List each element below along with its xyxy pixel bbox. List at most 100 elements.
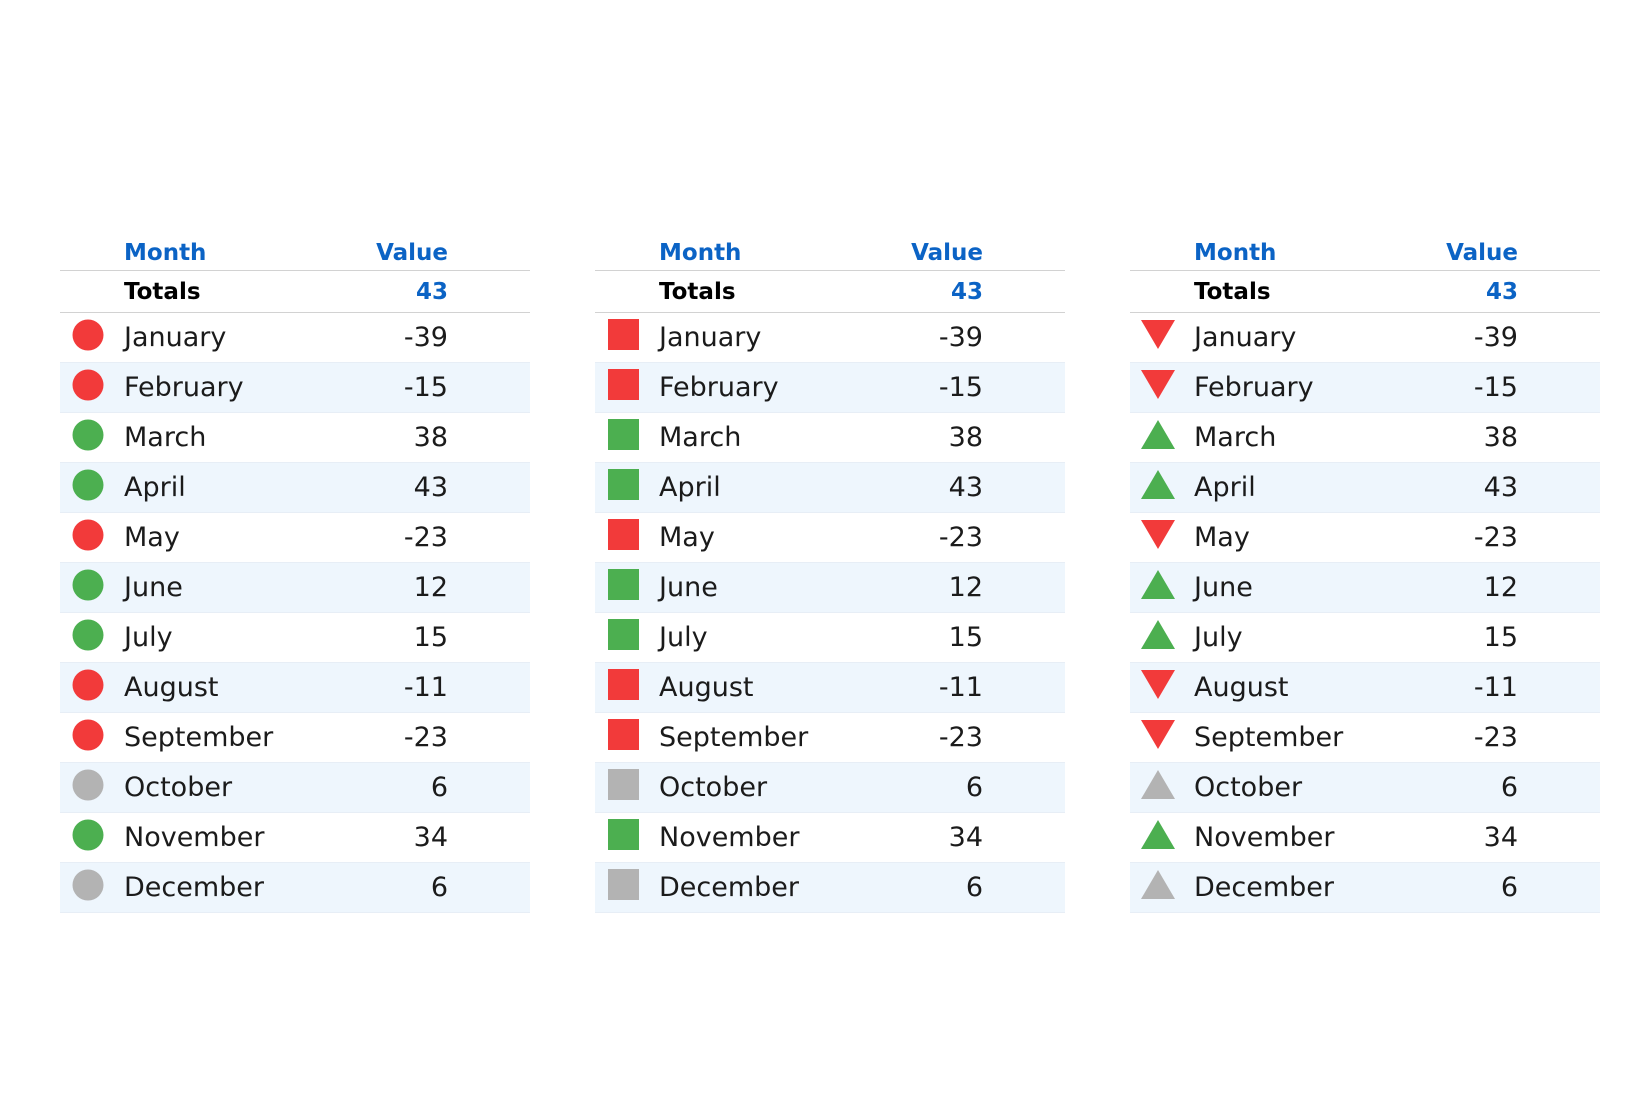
table-row[interactable]: February -15 <box>1130 363 1600 413</box>
table-row[interactable]: January -39 <box>595 313 1065 363</box>
totals-label: Totals <box>124 278 201 305</box>
positive-square-icon <box>605 413 641 462</box>
table-row[interactable]: January -39 <box>1130 313 1600 363</box>
value-column-header[interactable]: Value <box>911 240 983 266</box>
table-row[interactable]: March 38 <box>60 413 530 463</box>
month-cell: August <box>659 672 754 703</box>
month-cell: January <box>659 322 762 353</box>
table-row[interactable]: January -39 <box>60 313 530 363</box>
value-cell: 15 <box>413 622 448 653</box>
table-row[interactable]: November 34 <box>595 813 1065 863</box>
table-row[interactable]: July 15 <box>595 613 1065 663</box>
value-cell: 38 <box>1483 422 1518 453</box>
value-cell: -15 <box>1473 372 1518 403</box>
table-row[interactable]: September -23 <box>60 713 530 763</box>
data-grid-circles: Month Value Totals 43 January -39 February… <box>60 222 530 913</box>
value-cell: 6 <box>965 772 983 803</box>
table-row[interactable]: June 12 <box>60 563 530 613</box>
month-cell: September <box>124 722 274 753</box>
value-column-header[interactable]: Value <box>376 240 448 266</box>
totals-row: Totals 43 <box>1130 271 1600 313</box>
table-row[interactable]: November 34 <box>60 813 530 863</box>
table-row[interactable]: March 38 <box>595 413 1065 463</box>
value-cell: 43 <box>1483 472 1518 503</box>
table-row[interactable]: July 15 <box>1130 613 1600 663</box>
month-cell: April <box>659 472 721 503</box>
month-cell: June <box>1194 572 1253 603</box>
negative-square-icon <box>605 363 641 412</box>
negative-circle-icon <box>70 363 106 412</box>
grid-body: January -39 February -15 March 38 April 43 May -2… <box>1130 313 1600 913</box>
positive-square-icon <box>605 613 641 662</box>
positive-circle-icon <box>70 813 106 862</box>
table-row[interactable]: August -11 <box>1130 663 1600 713</box>
positive-circle-icon <box>70 413 106 462</box>
data-grid-squares: Month Value Totals 43 January -39 February… <box>595 222 1065 913</box>
table-row[interactable]: May -23 <box>1130 513 1600 563</box>
table-row[interactable]: July 15 <box>60 613 530 663</box>
value-cell: 43 <box>413 472 448 503</box>
negative-triangle-icon <box>1140 513 1176 562</box>
table-row[interactable]: March 38 <box>1130 413 1600 463</box>
table-row[interactable]: October 6 <box>1130 763 1600 813</box>
value-cell: 34 <box>948 822 983 853</box>
value-cell: -11 <box>403 672 448 703</box>
table-row[interactable]: November 34 <box>1130 813 1600 863</box>
negative-triangle-icon <box>1140 713 1176 762</box>
table-row[interactable]: December 6 <box>60 863 530 913</box>
table-row[interactable]: October 6 <box>60 763 530 813</box>
table-row[interactable]: June 12 <box>595 563 1065 613</box>
table-row[interactable]: February -15 <box>595 363 1065 413</box>
neutral-circle-icon <box>70 863 106 912</box>
month-column-header[interactable]: Month <box>659 240 742 266</box>
month-cell: May <box>124 522 180 553</box>
table-row[interactable]: June 12 <box>1130 563 1600 613</box>
table-row[interactable]: September -23 <box>1130 713 1600 763</box>
positive-circle-icon <box>70 463 106 512</box>
table-row[interactable]: April 43 <box>1130 463 1600 513</box>
value-cell: -11 <box>1473 672 1518 703</box>
month-cell: July <box>124 622 173 653</box>
month-column-header[interactable]: Month <box>124 240 207 266</box>
table-row[interactable]: October 6 <box>595 763 1065 813</box>
table-row[interactable]: August -11 <box>595 663 1065 713</box>
totals-value: 43 <box>1485 278 1518 305</box>
table-row[interactable]: April 43 <box>60 463 530 513</box>
table-row[interactable]: August -11 <box>60 663 530 713</box>
month-cell: February <box>659 372 779 403</box>
table-row[interactable]: September -23 <box>595 713 1065 763</box>
negative-triangle-icon <box>1140 363 1176 412</box>
value-cell: 6 <box>430 772 448 803</box>
value-cell: 15 <box>1483 622 1518 653</box>
month-cell: October <box>1194 772 1303 803</box>
positive-triangle-icon <box>1140 813 1176 862</box>
data-grid-triangles: Month Value Totals 43 January -39 February… <box>1130 222 1600 913</box>
month-cell: June <box>659 572 718 603</box>
negative-circle-icon <box>70 663 106 712</box>
month-cell: November <box>659 822 800 853</box>
table-row[interactable]: February -15 <box>60 363 530 413</box>
value-column-header[interactable]: Value <box>1446 240 1518 266</box>
month-cell: July <box>1194 622 1243 653</box>
value-cell: 38 <box>948 422 983 453</box>
table-row[interactable]: April 43 <box>595 463 1065 513</box>
value-cell: 38 <box>413 422 448 453</box>
table-row[interactable]: December 6 <box>1130 863 1600 913</box>
table-row[interactable]: May -23 <box>595 513 1065 563</box>
value-cell: 12 <box>1483 572 1518 603</box>
value-cell: -23 <box>403 722 448 753</box>
neutral-square-icon <box>605 763 641 812</box>
month-column-header[interactable]: Month <box>1194 240 1277 266</box>
totals-value: 43 <box>950 278 983 305</box>
table-row[interactable]: December 6 <box>595 863 1065 913</box>
value-cell: -23 <box>1473 722 1518 753</box>
grid-header-row: Month Value <box>60 222 530 271</box>
month-cell: April <box>124 472 186 503</box>
value-cell: 43 <box>948 472 983 503</box>
negative-circle-icon <box>70 513 106 562</box>
month-cell: March <box>124 422 207 453</box>
negative-square-icon <box>605 313 641 362</box>
negative-triangle-icon <box>1140 313 1176 362</box>
value-cell: 6 <box>1500 872 1518 903</box>
table-row[interactable]: May -23 <box>60 513 530 563</box>
